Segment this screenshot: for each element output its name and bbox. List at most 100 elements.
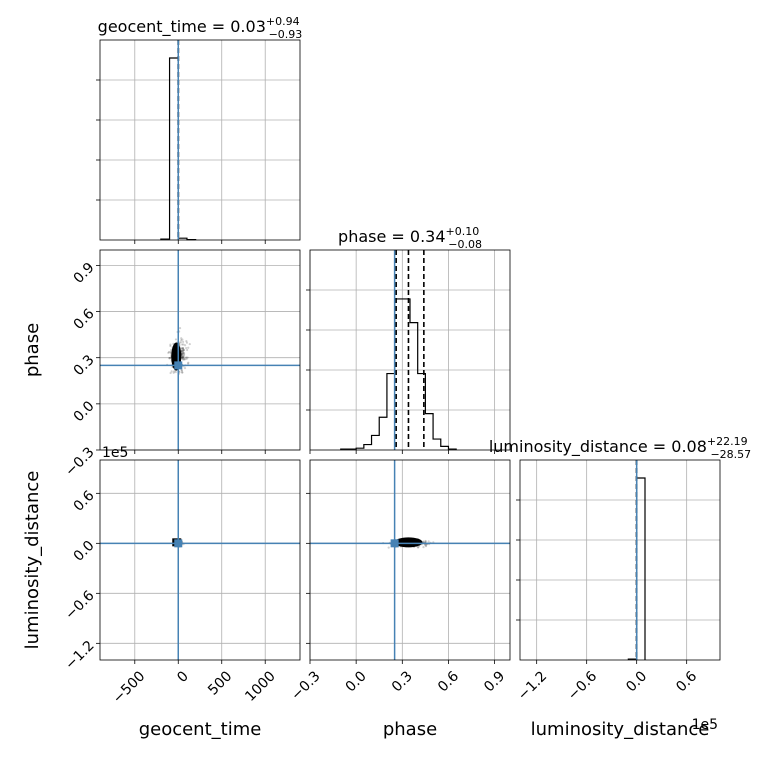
phase-vs-geocent-time-point-256 bbox=[186, 356, 189, 359]
phase-vs-geocent-time-point-150 bbox=[186, 362, 190, 365]
luminosity-distance-ytick-label-3: 0.6 bbox=[71, 488, 98, 515]
phase-ytick-label-2: 0.3 bbox=[71, 352, 98, 379]
ld-vs-phase-core bbox=[394, 537, 423, 548]
phase-vs-geocent-time-point-108 bbox=[169, 350, 172, 353]
ld-vs-geocent-time-frame bbox=[99, 459, 301, 661]
ld-vs-phase-point-127 bbox=[417, 546, 420, 549]
phase-vs-geocent-time-point-96 bbox=[173, 370, 176, 373]
phase-vs-geocent-time-point-252 bbox=[188, 342, 191, 346]
luminosity-distance-hist-frame bbox=[519, 459, 721, 661]
phase-vs-geocent-time-point-89 bbox=[185, 357, 188, 361]
phase-vs-geocent-time-point-228 bbox=[174, 370, 177, 374]
ld-vs-phase-point-218 bbox=[422, 540, 425, 543]
y-offset-text-luminosity-distance: 1e5 bbox=[102, 445, 128, 461]
luminosity-distance-hist-title-eq: = bbox=[648, 437, 672, 456]
phase-vs-geocent-time-point-51 bbox=[180, 356, 184, 359]
luminosity-distance-hist-background bbox=[520, 460, 720, 660]
phase-hist-title: phase = 0.34+0.10 −0.08 bbox=[338, 225, 482, 251]
x-axis-label-luminosity-distance: luminosity_distance bbox=[531, 719, 710, 740]
x-axis-label-phase: phase bbox=[383, 719, 437, 740]
ld-vs-phase bbox=[306, 459, 511, 664]
phase-vs-geocent-time-point-160 bbox=[182, 340, 185, 343]
phase-vs-geocent-time-point-185 bbox=[185, 339, 188, 343]
phase-vs-geocent-time-point-107 bbox=[181, 357, 184, 360]
phase-vs-geocent-time-point-219 bbox=[182, 355, 185, 358]
phase-vs-geocent-time-point-22 bbox=[169, 356, 172, 360]
phase-vs-geocent-time-point-259 bbox=[185, 356, 188, 359]
phase-vs-geocent-time-point-49 bbox=[181, 371, 184, 374]
luminosity-distance-hist: luminosity_distance = 0.08+22.19 −28.57 bbox=[489, 435, 751, 664]
ld-vs-phase-point-90 bbox=[427, 540, 430, 543]
phase-vs-geocent-time-point-236 bbox=[181, 371, 184, 374]
phase-vs-geocent-time-point-132 bbox=[168, 357, 171, 360]
phase-vs-geocent-time-point-121 bbox=[181, 353, 184, 357]
phase-ytick-label-0: −0.3 bbox=[62, 444, 97, 479]
phase-vs-geocent-time-point-251 bbox=[180, 346, 183, 350]
phase-xtick-label-2: 0.3 bbox=[389, 668, 416, 695]
phase-hist-title-minus: −0.08 bbox=[448, 238, 482, 251]
phase-vs-geocent-time-point-214 bbox=[183, 367, 187, 370]
phase-vs-geocent-time-point-136 bbox=[170, 370, 173, 373]
phase-vs-geocent-time-point-191 bbox=[180, 337, 183, 340]
phase-vs-geocent-time-point-62 bbox=[187, 346, 190, 349]
phase-vs-geocent-time-point-183 bbox=[182, 349, 185, 352]
phase-vs-geocent-time-point-9 bbox=[180, 350, 183, 353]
phase-vs-geocent-time-point-224 bbox=[180, 357, 184, 360]
phase-vs-geocent-time-point-177 bbox=[185, 341, 189, 344]
geocent-time-hist-title-plus: +0.94 bbox=[266, 15, 300, 28]
luminosity-distance-hist-title: luminosity_distance = 0.08+22.19 −28.57 bbox=[489, 435, 751, 461]
phase-vs-geocent-time-point-110 bbox=[169, 351, 172, 355]
phase-hist-steps bbox=[340, 298, 457, 450]
geocent-time-xtick-label-2: 500 bbox=[205, 668, 235, 698]
luminosity-distance-ytick-label-1: −0.6 bbox=[62, 588, 97, 623]
phase-vs-geocent-time-point-143 bbox=[183, 358, 187, 361]
ld-vs-phase-frame bbox=[309, 459, 511, 661]
phase-vs-geocent-time-point-192 bbox=[187, 361, 190, 364]
phase-hist-title-eq: = bbox=[386, 227, 410, 246]
ld-vs-phase-point-3 bbox=[424, 540, 427, 543]
ld-vs-phase-point-20 bbox=[424, 544, 428, 548]
phase-hist-title-plus: +0.10 bbox=[446, 225, 480, 238]
phase-vs-geocent-time-point-122 bbox=[181, 343, 184, 346]
phase-vs-geocent-time-point-237 bbox=[186, 348, 189, 352]
phase-vs-geocent-time-point-46 bbox=[180, 352, 184, 355]
phase-vs-geocent-time-point-55 bbox=[169, 343, 172, 346]
phase-vs-geocent-time-point-53 bbox=[184, 344, 187, 347]
phase-hist-title-value: 0.34 bbox=[410, 227, 446, 246]
phase-xtick-label-4: 0.9 bbox=[481, 668, 508, 695]
luminosity-distance-xtick-label-0: −1.2 bbox=[515, 668, 550, 703]
phase-vs-geocent-time-point-165 bbox=[178, 327, 182, 330]
phase-vs-geocent-time-point-82 bbox=[169, 344, 172, 348]
phase-ytick-label-4: 0.9 bbox=[71, 260, 98, 287]
phase-hist: phase = 0.34+0.10 −0.08 bbox=[306, 225, 511, 454]
phase-vs-geocent-time-truth-marker bbox=[174, 361, 183, 370]
ld-vs-phase-point-79 bbox=[422, 546, 425, 549]
phase-vs-geocent-time-point-215 bbox=[182, 352, 185, 356]
ld-vs-phase-point-232 bbox=[423, 543, 426, 546]
phase-vs-geocent-time-point-257 bbox=[182, 355, 185, 358]
phase-vs-geocent-time-point-17 bbox=[181, 347, 185, 350]
phase-vs-geocent-time-point-157 bbox=[181, 346, 185, 350]
phase-vs-geocent-time-point-171 bbox=[168, 357, 171, 360]
phase-vs-geocent-time-point-258 bbox=[179, 341, 182, 344]
phase-vs-geocent-time-point-101 bbox=[181, 356, 184, 359]
x-offset-text-luminosity-distance: 1e5 bbox=[692, 717, 718, 733]
phase-vs-geocent-time-point-12 bbox=[181, 347, 184, 350]
ld-vs-geocent-time-background bbox=[100, 460, 300, 660]
luminosity-distance-hist-title-plus: +22.19 bbox=[707, 435, 748, 448]
ld-vs-phase-background bbox=[310, 460, 510, 660]
phase-vs-geocent-time-point-85 bbox=[182, 343, 185, 346]
x-axis-label-geocent-time: geocent_time bbox=[139, 719, 262, 740]
geocent-time-hist-background bbox=[100, 40, 300, 240]
phase-vs-geocent-time-point-109 bbox=[182, 351, 185, 354]
phase-hist-background bbox=[310, 250, 510, 450]
phase-xtick-label-0: −0.3 bbox=[288, 668, 323, 703]
geocent-time-xtick-label-1: 0 bbox=[174, 668, 192, 686]
phase-vs-geocent-time-point-44 bbox=[183, 348, 186, 352]
phase-vs-geocent-time-point-180 bbox=[183, 358, 186, 361]
phase-vs-geocent-time-frame bbox=[99, 249, 301, 451]
geocent-time-hist-title-value: 0.03 bbox=[230, 17, 266, 36]
geocent-time-xtick-label-3: 1000 bbox=[242, 668, 279, 705]
phase-vs-geocent-time-point-235 bbox=[182, 357, 185, 360]
